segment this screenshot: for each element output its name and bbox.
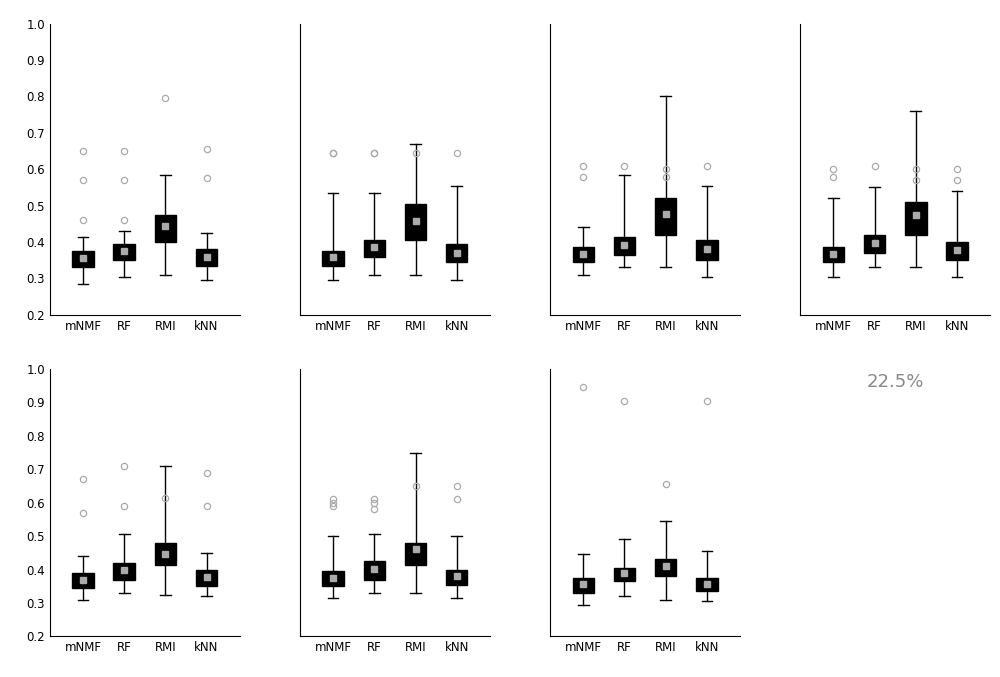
PathPatch shape bbox=[655, 559, 676, 576]
PathPatch shape bbox=[405, 543, 426, 565]
PathPatch shape bbox=[946, 242, 968, 260]
PathPatch shape bbox=[72, 573, 94, 588]
PathPatch shape bbox=[196, 569, 217, 586]
Text: 22.5%: 22.5% bbox=[867, 373, 924, 391]
PathPatch shape bbox=[905, 202, 927, 235]
PathPatch shape bbox=[655, 198, 676, 235]
PathPatch shape bbox=[155, 543, 176, 565]
PathPatch shape bbox=[614, 568, 635, 582]
PathPatch shape bbox=[614, 236, 635, 255]
PathPatch shape bbox=[573, 578, 594, 593]
PathPatch shape bbox=[196, 249, 217, 265]
PathPatch shape bbox=[696, 578, 718, 591]
PathPatch shape bbox=[364, 240, 385, 257]
Text: 17.5%: 17.5% bbox=[366, 373, 424, 391]
PathPatch shape bbox=[113, 563, 135, 580]
Text: 15%: 15% bbox=[125, 373, 165, 391]
PathPatch shape bbox=[823, 248, 844, 262]
PathPatch shape bbox=[72, 251, 94, 267]
PathPatch shape bbox=[113, 244, 135, 260]
PathPatch shape bbox=[322, 251, 344, 265]
PathPatch shape bbox=[864, 235, 885, 253]
PathPatch shape bbox=[446, 569, 467, 584]
PathPatch shape bbox=[364, 561, 385, 580]
Text: 20%: 20% bbox=[625, 373, 665, 391]
PathPatch shape bbox=[322, 571, 344, 586]
PathPatch shape bbox=[405, 204, 426, 240]
PathPatch shape bbox=[446, 244, 467, 262]
PathPatch shape bbox=[573, 248, 594, 262]
PathPatch shape bbox=[696, 240, 718, 260]
PathPatch shape bbox=[155, 215, 176, 242]
